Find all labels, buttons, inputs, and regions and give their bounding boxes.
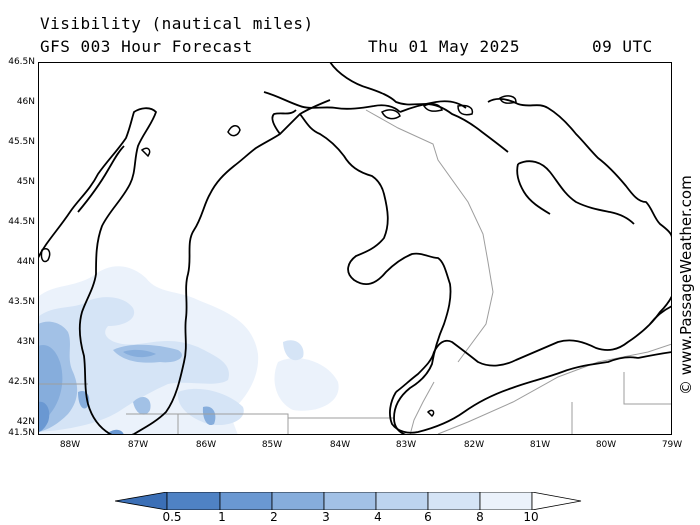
lat-label: 43N [16, 337, 35, 347]
colorbar-label: 6 [424, 510, 432, 524]
colorbar-label: 2 [270, 510, 278, 524]
map-frame [38, 62, 672, 435]
colorbar-swatch [427, 492, 481, 510]
visibility-map [38, 62, 672, 435]
colorbar-label: 4 [374, 510, 382, 524]
map-title: Visibility (nautical miles) [40, 14, 314, 33]
lon-label: 84W [329, 440, 351, 450]
colorbar-label: 3 [322, 510, 330, 524]
lon-label: 80W [595, 440, 617, 450]
lon-label: 88W [59, 440, 81, 450]
lat-label: 42.5N [8, 377, 35, 387]
credit-text: © www.PassageWeather.com [677, 175, 695, 395]
colorbar-label: 0.5 [162, 510, 182, 524]
lat-label: 43.5N [8, 297, 35, 307]
colorbar-swatch [166, 492, 221, 510]
colorbar-swatch [271, 492, 325, 510]
colorbar-swatch [375, 492, 429, 510]
credit-watermark: © www.PassageWeather.com [677, 175, 695, 395]
colorbar-label: 1 [218, 510, 226, 524]
islands [40, 95, 517, 418]
lon-label: 86W [195, 440, 217, 450]
lon-label: 85W [261, 440, 283, 450]
political-borders [38, 109, 672, 435]
colorbar-low-arrow [115, 492, 168, 510]
lon-label: 79W [661, 440, 683, 450]
colorbar-swatch [219, 492, 273, 510]
lat-label: 46.5N [8, 57, 35, 67]
colorbar-label: 8 [476, 510, 484, 524]
lon-label: 82W [463, 440, 485, 450]
visibility-colorbar [115, 492, 582, 510]
forecast-label: GFS 003 Hour Forecast [40, 37, 253, 56]
forecast-date: Thu 01 May 2025 [368, 37, 520, 56]
lon-label: 81W [529, 440, 551, 450]
coastlines [38, 62, 672, 435]
lat-label: 41.5N [8, 428, 35, 438]
lat-label: 44N [16, 257, 35, 267]
lat-label: 45N [16, 177, 35, 187]
colorbar-high-arrow [531, 492, 582, 510]
lat-label: 45.5N [8, 137, 35, 147]
lon-label: 83W [395, 440, 417, 450]
colorbar-label: 10 [523, 510, 539, 524]
forecast-time: 09 UTC [592, 37, 653, 56]
lat-label: 44.5N [8, 217, 35, 227]
colorbar-swatch [323, 492, 377, 510]
lat-label: 42N [16, 417, 35, 427]
colorbar-swatch [479, 492, 533, 510]
lon-label: 87W [127, 440, 149, 450]
lat-label: 46N [16, 97, 35, 107]
